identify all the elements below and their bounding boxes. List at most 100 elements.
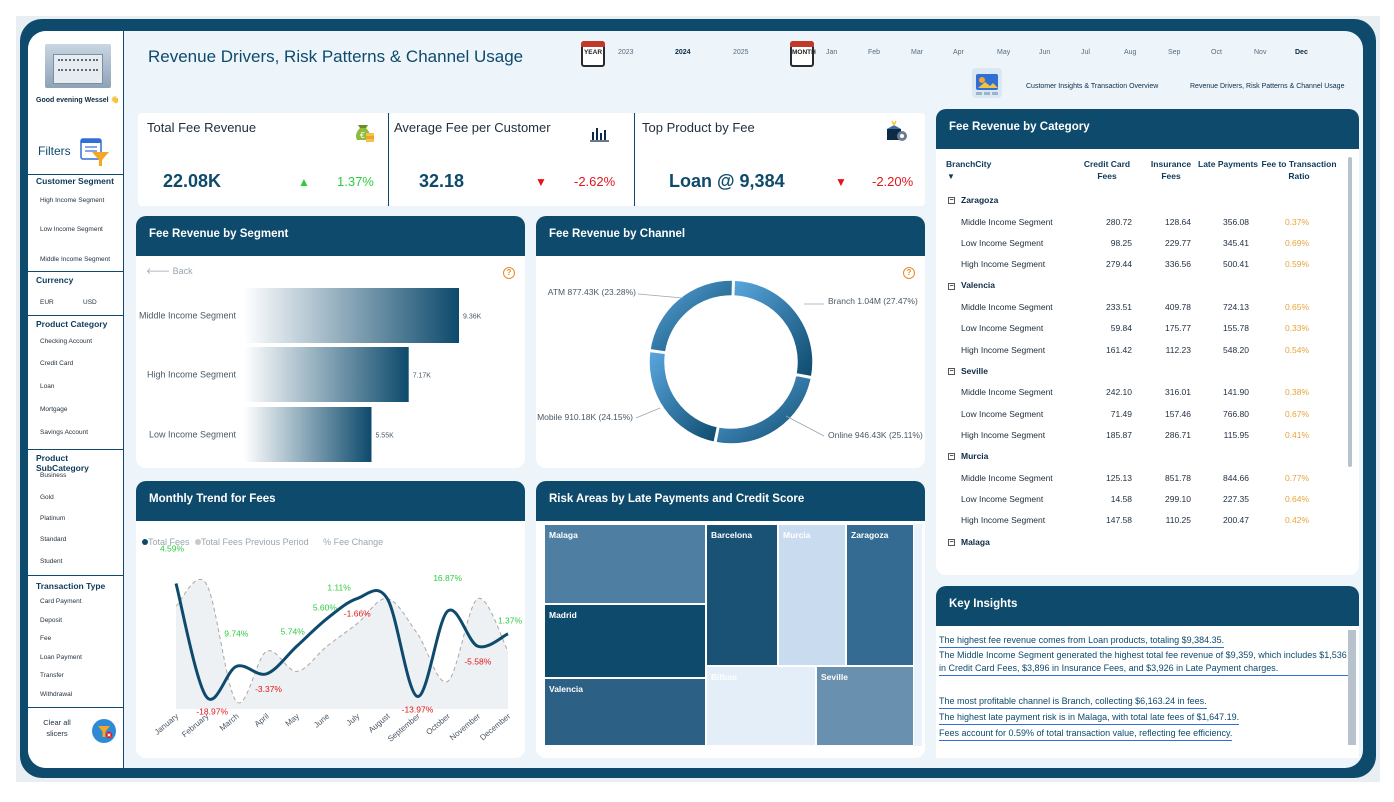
channel-slice[interactable] [649, 279, 734, 353]
slicer-option[interactable]: Mortgage [40, 406, 68, 413]
value-cell: 227.35 [1223, 494, 1249, 504]
year-option[interactable]: 2024 [675, 49, 691, 56]
treemap-tile-zaragoza[interactable]: Zaragoza [846, 524, 914, 666]
channel-slice[interactable] [648, 350, 719, 444]
slicer-option[interactable]: Low Income Segment [40, 226, 103, 233]
collapse-icon[interactable]: − [948, 197, 955, 205]
city-group-row[interactable]: − Malaga [948, 537, 990, 547]
value-cell: 345.41 [1223, 237, 1249, 248]
collapse-icon[interactable]: − [948, 453, 955, 461]
table-scrollbar[interactable] [1348, 157, 1352, 467]
clear-filter-icon[interactable] [92, 719, 116, 743]
slicer-option[interactable]: Fee [40, 635, 52, 642]
value-cell: 175.77 [1165, 323, 1191, 334]
section-divider [28, 707, 124, 708]
column-header-insurance[interactable]: Insurance Fees [1150, 159, 1192, 181]
dashboard-canvas: Good evening Wessel 👋 Filters Customer S… [28, 31, 1363, 768]
value-cell: 286.71 [1165, 429, 1191, 440]
month-option[interactable]: Dec [1295, 49, 1308, 56]
month-option[interactable]: Oct [1211, 49, 1222, 56]
nav-link-customer-insights[interactable]: Customer Insights & Transaction Overview [1026, 83, 1159, 90]
treemap-tile-malaga[interactable]: Malaga [544, 524, 706, 604]
slicer-option[interactable]: Middle Income Segment [40, 256, 111, 263]
kpi-change: -2.20% [872, 174, 914, 189]
slicer-option[interactable]: Loan [40, 383, 55, 390]
kpi-label: Average Fee per Customer [394, 120, 551, 135]
channel-slice[interactable] [715, 374, 813, 445]
nav-link-revenue-drivers[interactable]: Revenue Drivers, Risk Patterns & Channel… [1190, 83, 1345, 90]
table-row: Middle Income Segment 125.13 851.78 844.66 0… [936, 473, 1346, 487]
help-icon[interactable]: ? [503, 267, 515, 279]
value-cell: 161.42 [1106, 344, 1132, 355]
slicer-option[interactable]: Withdrawal [40, 691, 73, 698]
month-option[interactable]: Jul [1081, 49, 1090, 56]
page-navigator-icon[interactable] [972, 68, 1002, 98]
filter-section-title: Customer Segment [36, 176, 114, 186]
month-option[interactable]: Feb [868, 49, 881, 56]
month-option[interactable]: Sep [1168, 49, 1181, 56]
year-option[interactable]: 2023 [618, 49, 634, 56]
column-header-late-payments[interactable]: Late Payments [1198, 159, 1258, 169]
slicer-option[interactable]: Business [40, 472, 67, 479]
column-header-credit-card[interactable]: Credit Card Fees [1083, 159, 1131, 181]
month-option[interactable]: May [997, 49, 1011, 56]
value-cell: 280.72 [1106, 216, 1132, 227]
slicer-option[interactable]: Student [40, 558, 63, 565]
month-option[interactable]: Apr [953, 49, 964, 56]
insights-scrollbar[interactable] [1348, 630, 1356, 745]
slicer-option[interactable]: Platinum [40, 515, 66, 522]
help-icon[interactable]: ? [903, 267, 915, 279]
kpi-change: -2.62% [574, 174, 616, 189]
month-option[interactable]: Jun [1039, 49, 1051, 56]
slicer-option[interactable]: Card Payment [40, 598, 82, 605]
slicer-option[interactable]: EUR [40, 299, 54, 306]
segment-cell: Middle Income Segment [961, 472, 1053, 483]
month-option[interactable]: Jan [826, 49, 838, 56]
total-fees-line[interactable] [174, 583, 509, 701]
city-group-row[interactable]: − Seville [948, 366, 988, 376]
collapse-icon[interactable]: − [948, 282, 955, 290]
city-group-row[interactable]: − Zaragoza [948, 195, 998, 205]
treemap-tile-murcia[interactable]: Murcia [778, 524, 846, 666]
value-cell: 0.54% [1284, 344, 1310, 355]
city-name: Zaragoza [961, 195, 999, 205]
slicer-option[interactable]: Checking Account [40, 338, 93, 345]
collapse-icon[interactable]: − [948, 368, 955, 376]
segment-bar[interactable] [244, 288, 459, 343]
year-option[interactable]: 2025 [733, 49, 749, 56]
treemap-tile-seville[interactable]: Seville [816, 666, 914, 746]
month-option[interactable]: Nov [1254, 49, 1267, 56]
value-cell: 0.64% [1284, 494, 1310, 504]
value-cell: 851.78 [1165, 472, 1191, 483]
segment-bar[interactable] [244, 407, 372, 462]
city-group-row[interactable]: − Murcia [948, 451, 988, 461]
month-option[interactable]: Mar [911, 49, 924, 56]
slicer-option[interactable]: USD [83, 299, 97, 306]
city-group-row[interactable]: − Valencia [948, 280, 995, 290]
value-cell: 125.13 [1106, 472, 1132, 483]
slicer-option[interactable]: Savings Account [40, 429, 89, 436]
treemap-tile-valencia[interactable]: Valencia [544, 678, 706, 746]
value-cell: 141.90 [1223, 387, 1249, 398]
money-bag-icon: € [356, 125, 374, 142]
column-header-fee-ratio[interactable]: Fee to Transaction Ratio [1261, 159, 1337, 181]
slicer-option[interactable]: Deposit [40, 617, 63, 624]
month-option[interactable]: Aug [1124, 49, 1137, 56]
value-cell: 0.69% [1284, 237, 1310, 248]
column-header-branchcity[interactable]: BranchCity [946, 159, 992, 169]
sort-desc-icon[interactable]: ▼ [947, 172, 955, 181]
slicer-option[interactable]: Standard [40, 536, 67, 543]
channel-slice[interactable] [732, 279, 814, 378]
treemap-tile-madrid[interactable]: Madrid [544, 604, 706, 678]
treemap-tile-barcelona[interactable]: Barcelona [706, 524, 778, 666]
segment-bar[interactable] [244, 347, 409, 402]
collapse-icon[interactable]: − [948, 538, 955, 546]
channel-data-label: Branch 1.04M (27.47%) [828, 296, 918, 306]
slicer-option[interactable]: Loan Payment [40, 654, 82, 661]
slicer-option[interactable]: Transfer [40, 672, 64, 679]
slicer-option[interactable]: Credit Card [40, 360, 74, 367]
treemap-tile-bilbao[interactable]: Bilbao [706, 666, 816, 746]
slicer-option[interactable]: High Income Segment [40, 197, 105, 204]
slicer-option[interactable]: Gold [40, 494, 54, 501]
back-button[interactable]: 🡐 Back [146, 266, 193, 276]
